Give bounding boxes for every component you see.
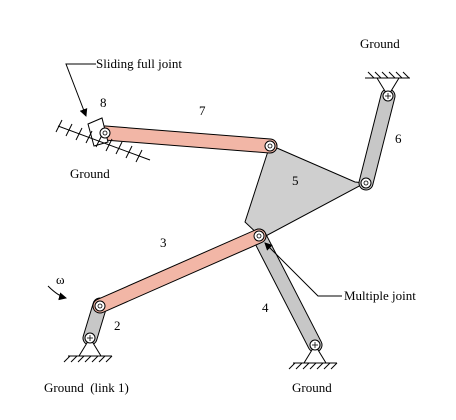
- pin-joint-f: [84, 332, 96, 344]
- link-6-number: 6: [395, 131, 402, 146]
- pin-joint-multiple: [253, 230, 265, 242]
- ground-support-bottom-middle: [288, 344, 338, 370]
- link-4: [251, 228, 323, 353]
- pin-joint-b: [360, 177, 372, 189]
- link-8-number: 8: [100, 95, 107, 110]
- ground-left-label: Ground: [70, 166, 110, 181]
- ground-top-right-label: Ground: [360, 36, 400, 51]
- link-5-number: 5: [292, 173, 299, 188]
- ground-support-bottom-left: [63, 337, 113, 363]
- link-2-number: 2: [114, 318, 121, 333]
- link-3: [92, 228, 267, 314]
- link-5-plate: [244, 144, 367, 239]
- pin-joint-a: [382, 90, 394, 102]
- ground-bottom-middle-label: Ground: [292, 380, 332, 395]
- link-7: [97, 125, 278, 154]
- link-3-number: 3: [160, 235, 167, 250]
- multiple-joint-label: Multiple joint: [344, 288, 416, 303]
- link-6: [358, 88, 396, 191]
- pin-joint-d: [99, 127, 111, 139]
- sliding-full-joint-label: Sliding full joint: [96, 56, 182, 71]
- ground-link1-label: Ground (link 1): [44, 380, 129, 395]
- multiple-joint-leader: [264, 242, 342, 297]
- pin-joint-c: [264, 140, 276, 152]
- ground-support-top-right: [365, 71, 410, 97]
- link-7-number: 7: [199, 103, 206, 118]
- pin-joint-e: [94, 300, 106, 312]
- link-4-number: 4: [262, 300, 269, 315]
- ground-hatch-left: [55, 119, 151, 163]
- pin-joints: [84, 90, 394, 351]
- omega-label: ω: [56, 272, 65, 287]
- pin-joint-g: [309, 339, 321, 351]
- omega-rotation-arrow: [47, 285, 67, 301]
- sliding-joint-leader: [65, 63, 96, 117]
